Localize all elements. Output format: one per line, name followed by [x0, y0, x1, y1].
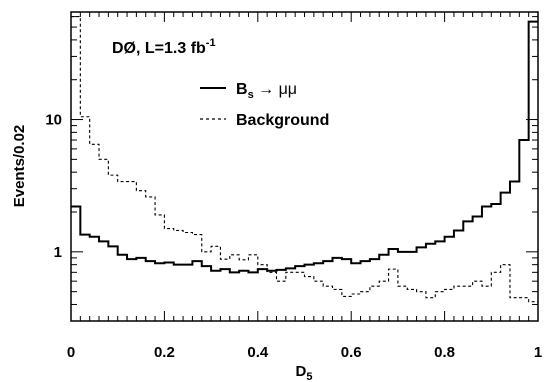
- signal-histogram-line: [71, 20, 538, 274]
- x-tick-label: 0.6: [341, 344, 362, 361]
- series-layer: [71, 16, 538, 303]
- background-histogram-line: [71, 16, 538, 303]
- y-tick-label: 1: [54, 244, 62, 261]
- axis-ticks: [70, 12, 539, 322]
- legend: Bs → μμ Background: [200, 81, 329, 129]
- y-tick-labels: 1 10: [45, 112, 62, 261]
- legend-label-background: Background: [236, 112, 329, 129]
- x-tick-label: 0.2: [154, 344, 175, 361]
- x-axis-title: D5: [296, 363, 313, 382]
- x-tick-label: 0.8: [434, 344, 455, 361]
- y-tick-label: 10: [45, 112, 62, 129]
- x-tick-label: 0.4: [247, 344, 269, 361]
- x-tick-label: 1: [534, 344, 542, 361]
- luminosity-annotation: DØ, L=1.3 fb-1: [112, 37, 216, 57]
- x-tick-label: 0: [67, 344, 75, 361]
- x-tick-labels: 0 0.2 0.4 0.6 0.8 1: [67, 344, 542, 361]
- y-axis-title: Events/0.02: [11, 125, 28, 208]
- legend-label-signal: Bs → μμ: [236, 81, 297, 101]
